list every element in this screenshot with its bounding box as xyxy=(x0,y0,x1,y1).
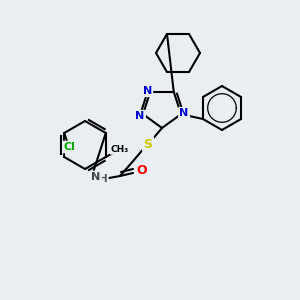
Text: N: N xyxy=(92,172,100,182)
Text: N: N xyxy=(179,108,189,118)
Text: Cl: Cl xyxy=(63,142,75,152)
Text: H: H xyxy=(99,174,107,184)
Text: O: O xyxy=(137,164,147,178)
Text: S: S xyxy=(143,137,152,151)
Text: N: N xyxy=(142,86,152,96)
Text: CH₃: CH₃ xyxy=(111,145,129,154)
Text: N: N xyxy=(135,111,145,121)
